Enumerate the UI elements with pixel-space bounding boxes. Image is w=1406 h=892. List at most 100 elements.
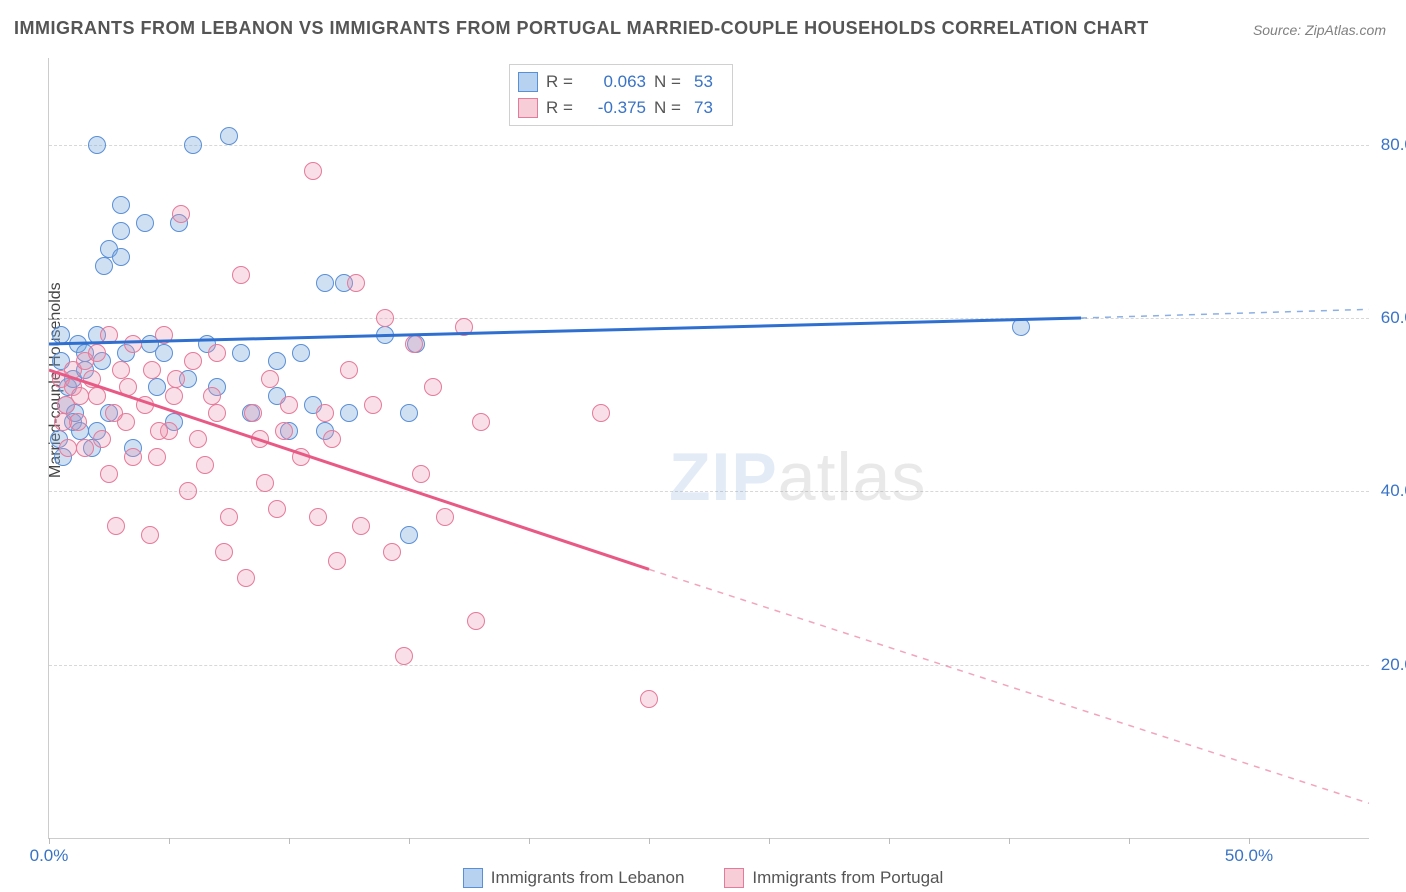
n-label: N =	[654, 72, 686, 92]
data-point-series-2	[323, 430, 341, 448]
data-point-series-2	[316, 404, 334, 422]
data-point-series-1	[52, 326, 70, 344]
x-tick-mark	[769, 838, 770, 844]
data-point-series-1	[376, 326, 394, 344]
data-point-series-1	[148, 378, 166, 396]
data-point-series-2	[203, 387, 221, 405]
x-tick-mark	[1129, 838, 1130, 844]
data-point-series-2	[424, 378, 442, 396]
data-point-series-2	[364, 396, 382, 414]
data-point-series-2	[179, 482, 197, 500]
data-point-series-2	[215, 543, 233, 561]
watermark-zip: ZIP	[669, 439, 778, 515]
data-point-series-2	[412, 465, 430, 483]
data-point-series-2	[256, 474, 274, 492]
data-point-series-2	[304, 162, 322, 180]
legend-swatch-series-1	[518, 72, 538, 92]
data-point-series-2	[405, 335, 423, 353]
data-point-series-2	[124, 335, 142, 353]
source-attribution: Source: ZipAtlas.com	[1253, 22, 1386, 38]
data-point-series-2	[237, 569, 255, 587]
data-point-series-2	[119, 378, 137, 396]
data-point-series-2	[100, 326, 118, 344]
x-tick-mark	[1249, 838, 1250, 844]
data-point-series-2	[107, 517, 125, 535]
data-point-series-2	[165, 387, 183, 405]
data-point-series-1	[268, 352, 286, 370]
data-point-series-2	[376, 309, 394, 327]
x-tick-label: 0.0%	[30, 846, 69, 866]
data-point-series-2	[172, 205, 190, 223]
data-point-series-2	[280, 396, 298, 414]
plot-area: Married-couple Households 20.0%40.0%60.0…	[48, 58, 1369, 839]
data-point-series-2	[124, 448, 142, 466]
data-point-series-2	[232, 266, 250, 284]
data-point-series-1	[292, 344, 310, 362]
data-point-series-2	[88, 344, 106, 362]
legend-stats-row: R = 0.063 N = 53	[518, 69, 724, 95]
data-point-series-2	[136, 396, 154, 414]
x-tick-mark	[169, 838, 170, 844]
n-value-series-2: 73	[694, 98, 724, 118]
data-point-series-2	[275, 422, 293, 440]
y-tick-label: 60.0%	[1381, 308, 1406, 328]
data-point-series-1	[400, 526, 418, 544]
r-label: R =	[546, 98, 578, 118]
data-point-series-2	[383, 543, 401, 561]
n-value-series-1: 53	[694, 72, 724, 92]
y-tick-label: 80.0%	[1381, 135, 1406, 155]
data-point-series-2	[292, 448, 310, 466]
data-point-series-2	[208, 404, 226, 422]
gridline	[49, 665, 1369, 666]
data-point-series-2	[436, 508, 454, 526]
data-point-series-2	[467, 612, 485, 630]
data-point-series-2	[592, 404, 610, 422]
data-point-series-2	[105, 404, 123, 422]
data-point-series-2	[141, 526, 159, 544]
legend-swatch-series-2	[724, 868, 744, 888]
data-point-series-1	[220, 127, 238, 145]
gridline	[49, 318, 1369, 319]
legend-swatch-series-1	[463, 868, 483, 888]
data-point-series-1	[155, 344, 173, 362]
data-point-series-2	[640, 690, 658, 708]
data-point-series-2	[261, 370, 279, 388]
gridline	[49, 145, 1369, 146]
data-point-series-1	[400, 404, 418, 422]
data-point-series-2	[472, 413, 490, 431]
legend-item-series-2: Immigrants from Portugal	[724, 868, 943, 888]
legend-item-series-1: Immigrants from Lebanon	[463, 868, 685, 888]
x-tick-mark	[409, 838, 410, 844]
data-point-series-2	[59, 439, 77, 457]
legend-stats-box: R = 0.063 N = 53 R = -0.375 N = 73	[509, 64, 733, 126]
legend-label-series-1: Immigrants from Lebanon	[491, 868, 685, 888]
chart-title: IMMIGRANTS FROM LEBANON VS IMMIGRANTS FR…	[14, 18, 1149, 39]
data-point-series-2	[196, 456, 214, 474]
x-tick-mark	[1009, 838, 1010, 844]
data-point-series-1	[184, 136, 202, 154]
x-tick-mark	[649, 838, 650, 844]
legend-stats-row: R = -0.375 N = 73	[518, 95, 724, 121]
data-point-series-1	[1012, 318, 1030, 336]
trend-line-extrapolation-series-1	[1081, 309, 1369, 318]
data-point-series-2	[93, 430, 111, 448]
x-tick-mark	[889, 838, 890, 844]
x-tick-mark	[529, 838, 530, 844]
data-point-series-1	[112, 196, 130, 214]
data-point-series-2	[328, 552, 346, 570]
legend-series: Immigrants from Lebanon Immigrants from …	[0, 868, 1406, 888]
x-tick-mark	[289, 838, 290, 844]
data-point-series-2	[395, 647, 413, 665]
data-point-series-2	[83, 370, 101, 388]
data-point-series-2	[268, 500, 286, 518]
data-point-series-2	[71, 387, 89, 405]
data-point-series-1	[112, 222, 130, 240]
data-point-series-1	[340, 404, 358, 422]
data-point-series-2	[244, 404, 262, 422]
data-point-series-2	[220, 508, 238, 526]
gridline	[49, 491, 1369, 492]
y-tick-label: 40.0%	[1381, 481, 1406, 501]
data-point-series-2	[143, 361, 161, 379]
data-point-series-2	[54, 413, 72, 431]
data-point-series-2	[88, 387, 106, 405]
